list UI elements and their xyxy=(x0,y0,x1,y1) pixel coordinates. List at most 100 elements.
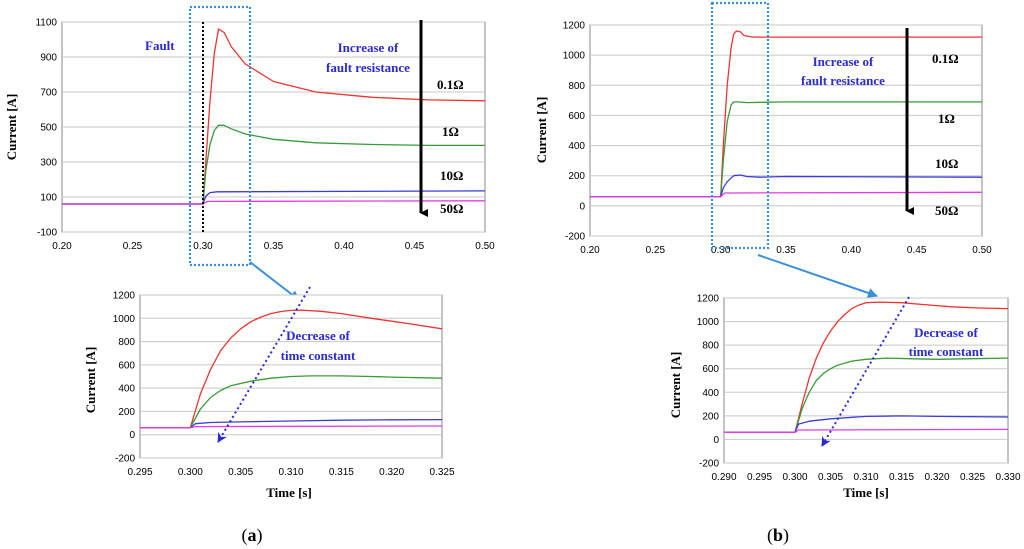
x-tick-label: 0.40 xyxy=(334,241,354,252)
x-tick-label: 0.330 xyxy=(995,472,1020,483)
series-line-0 xyxy=(724,301,1009,434)
y-tick-label: 900 xyxy=(40,53,57,64)
y-tick-label: 800 xyxy=(702,341,719,352)
x-tick-labels: 0.290 0.295 0.300 0.305 0.310 0.315 0.320 0.325… xyxy=(711,472,1020,483)
series-label-1: 1Ω xyxy=(442,124,459,139)
series-line-1 xyxy=(62,124,485,205)
decrease-label-line2: time constant xyxy=(281,348,356,363)
y-tick-label: 700 xyxy=(40,88,57,99)
y-tick-label: 600 xyxy=(568,111,585,122)
y-tick-label: 800 xyxy=(568,81,585,92)
y-tick-label: 0 xyxy=(579,201,585,212)
y-tick-label: -200 xyxy=(699,459,719,470)
series-label-2: 10Ω xyxy=(935,156,958,171)
x-axis-label: Time [s] xyxy=(266,485,312,500)
x-tick-label: 0.310 xyxy=(853,472,878,483)
series-line-3 xyxy=(62,200,486,205)
y-tick-label: 100 xyxy=(40,193,57,204)
x-tick-label: 0.20 xyxy=(580,245,600,256)
x-tick-label: 0.295 xyxy=(747,472,772,483)
x-tick-label: 0.30 xyxy=(711,245,731,256)
series-line-0 xyxy=(62,28,486,205)
x-tick-label: 0.325 xyxy=(960,472,985,483)
increase-label-line2: fault resistance xyxy=(326,60,410,75)
zoom-arrow xyxy=(249,261,300,301)
gridlines xyxy=(590,24,982,237)
x-tick-label: 0.295 xyxy=(127,467,152,478)
x-axis-label: Time [s] xyxy=(843,485,889,500)
series-lines xyxy=(590,30,983,198)
panel-label-b: (b) xyxy=(767,525,789,546)
decrease-label-line1: Decrease of xyxy=(286,328,350,343)
y-tick-label: 1200 xyxy=(697,294,720,305)
y-tick-label: 0 xyxy=(129,430,135,441)
x-tick-label: 0.25 xyxy=(123,241,143,252)
decrease-arrow xyxy=(821,296,910,447)
chart-a-zoom: -200 0 200 400 600 800 1000 1200 0.295 0.300 0.30… xyxy=(83,286,455,500)
y-tick-labels: -200 0 200 400 600 800 1000 1200 xyxy=(697,294,720,470)
x-tick-label: 0.40 xyxy=(842,245,862,256)
decrease-arrow xyxy=(217,286,311,443)
increase-label-line1: Increase of xyxy=(338,40,399,55)
series-label-0: 0.1Ω xyxy=(932,51,959,66)
x-tick-label: 0.50 xyxy=(972,245,992,256)
x-tick-label: 0.305 xyxy=(818,472,843,483)
x-tick-label: 0.35 xyxy=(264,241,284,252)
y-tick-label: 600 xyxy=(702,364,719,375)
fault-label: Fault xyxy=(145,38,175,53)
x-tick-label: 0.305 xyxy=(228,467,253,478)
x-tick-label: 0.320 xyxy=(379,467,404,478)
x-tick-label: 0.315 xyxy=(329,467,354,478)
series-line-1 xyxy=(724,357,1009,434)
y-tick-label: 200 xyxy=(702,411,719,422)
y-tick-label: 600 xyxy=(118,360,135,371)
y-tick-label: 800 xyxy=(118,337,135,348)
x-tick-labels: 0.20 0.25 0.30 0.35 0.40 0.45 0.50 xyxy=(52,241,495,252)
series-line-2 xyxy=(724,415,1009,434)
series-lines xyxy=(62,28,486,205)
x-tick-label: 0.300 xyxy=(178,467,203,478)
series-label-0: 0.1Ω xyxy=(437,77,464,92)
x-tick-label: 0.45 xyxy=(405,241,425,252)
decrease-label-line1: Decrease of xyxy=(914,325,978,340)
zoom-arrow xyxy=(757,254,878,298)
y-axis-label: Current [A] xyxy=(534,97,549,164)
x-tick-label: 0.320 xyxy=(924,472,949,483)
y-tick-label: 1100 xyxy=(35,18,57,29)
gridlines xyxy=(62,21,485,233)
y-tick-label: 400 xyxy=(118,384,135,395)
series-label-2: 10Ω xyxy=(440,168,463,183)
gridlines xyxy=(724,297,1008,464)
series-lines xyxy=(724,301,1009,434)
series-line-0 xyxy=(590,30,982,198)
y-axis-label: Current [A] xyxy=(4,94,19,161)
x-tick-label: 0.25 xyxy=(646,245,666,256)
y-tick-label: 400 xyxy=(702,388,719,399)
y-tick-labels: -200 0 200 400 600 800 1000 1200 xyxy=(113,291,136,465)
y-axis-label: Current [A] xyxy=(83,347,98,414)
zoom-region-box xyxy=(710,1,770,250)
plot-area xyxy=(723,297,1009,464)
x-tick-label: 0.30 xyxy=(193,241,213,252)
y-tick-label: -100 xyxy=(37,228,57,239)
x-tick-label: 0.300 xyxy=(782,472,807,483)
x-tick-label: 0.315 xyxy=(889,472,914,483)
y-tick-label: 200 xyxy=(568,171,585,182)
x-tick-label: 0.45 xyxy=(907,245,927,256)
series-line-0 xyxy=(140,309,443,429)
y-tick-label: 500 xyxy=(40,123,57,134)
x-tick-label: 0.50 xyxy=(475,241,495,252)
x-tick-label: 0.20 xyxy=(52,241,72,252)
y-tick-label: 0 xyxy=(713,435,719,446)
x-tick-label: 0.35 xyxy=(776,245,796,256)
y-tick-label: 200 xyxy=(118,407,135,418)
series-line-2 xyxy=(590,174,983,198)
x-tick-labels: 0.20 0.25 0.30 0.35 0.40 0.45 0.50 xyxy=(580,245,992,256)
zoom-region-box xyxy=(188,5,252,267)
y-tick-labels: -100 100 300 500 700 900 1100 xyxy=(35,18,57,239)
series-line-3 xyxy=(590,191,983,198)
y-tick-label: 300 xyxy=(40,158,57,169)
decrease-label-line2: time constant xyxy=(909,344,984,359)
y-tick-label: -200 xyxy=(565,232,585,243)
